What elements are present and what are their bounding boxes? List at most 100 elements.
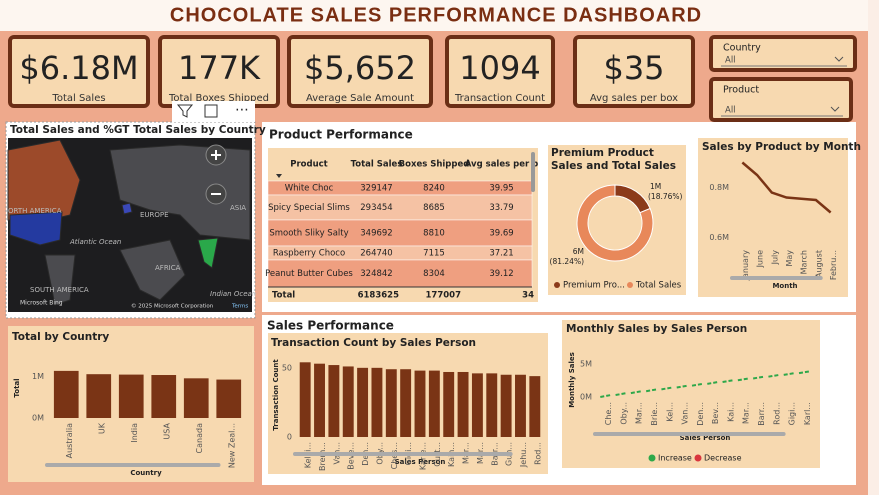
bar (529, 376, 541, 437)
x-axis-label: Sales Person (680, 434, 731, 442)
table-cell: Smooth Sliky Salty (269, 229, 348, 239)
bar (385, 369, 397, 437)
donut-percent: (18.76%) (648, 192, 683, 201)
bar (299, 362, 311, 437)
bar (414, 370, 426, 437)
map-label: SOUTH AMERICA (30, 286, 89, 294)
kpi-value: 177K (178, 49, 261, 87)
x-axis-label: Month (772, 282, 797, 290)
y-tick-label: 0M (580, 393, 592, 402)
map-label: Atlantic Ocean (69, 238, 121, 246)
x-tick-label: Rod... (533, 442, 542, 465)
column-header: Boxes Shipped (399, 160, 470, 170)
bar (342, 366, 354, 437)
scrollbar (593, 432, 786, 436)
table-cell: White Choc (285, 184, 334, 194)
x-tick-label: June (756, 250, 765, 269)
waterfall-step (737, 377, 749, 382)
x-tick-label: Jehu... (519, 442, 528, 468)
x-tick-label: Kai... (726, 402, 735, 422)
x-tick-label: Australia (65, 423, 74, 458)
map-region (44, 254, 76, 306)
table-cell: 39.69 (489, 229, 513, 239)
slicer (709, 77, 853, 122)
table-total: 34 (522, 291, 534, 301)
x-tick-label: New Zeal... (227, 423, 236, 468)
table-cell: Spicy Special Slims (268, 203, 350, 213)
kpi-value: $6.18M (19, 49, 138, 87)
table-cell: 33.79 (489, 203, 513, 213)
waterfall-step (707, 381, 719, 385)
column-header: Total Sales (351, 160, 403, 170)
y-tick-label: 0 (287, 433, 292, 442)
table-cell: 264740 (360, 249, 392, 259)
x-axis-label: Country (130, 469, 162, 477)
table-row (267, 259, 533, 288)
y-tick-label: 1M (32, 372, 44, 381)
legend-swatch (694, 454, 702, 462)
bar (371, 367, 383, 437)
column-header: Product (290, 160, 328, 170)
scrollbar (531, 152, 535, 192)
kpi-value: $35 (603, 49, 664, 87)
waterfall-step (645, 388, 658, 393)
slicer (709, 35, 857, 72)
x-tick-label: Gigi... (788, 402, 797, 425)
donut-title: Premium Product Sales and Total Sales (551, 147, 676, 172)
bar (328, 365, 340, 437)
x-tick-label: Karl... (803, 402, 812, 425)
map-label: AFRICA (155, 264, 181, 272)
table-total: 6183625 (358, 291, 399, 301)
scrollbar (730, 276, 823, 280)
x-tick-label: January (741, 250, 750, 282)
kpi-card (8, 35, 150, 108)
kpi-card (573, 35, 695, 108)
waterfall-step (768, 373, 780, 378)
table-cell: 39.95 (489, 184, 513, 194)
map-credit: © 2025 Microsoft Corporation (131, 303, 214, 310)
x-tick-label: India (130, 423, 139, 443)
x-tick-label: Oby... (619, 402, 628, 425)
dashboard-title: CHOCOLATE SALES PERFORMANCE DASHBOARD (170, 4, 702, 26)
x-tick-label: Brie... (650, 402, 659, 426)
x-tick-label: Canada (195, 423, 204, 454)
y-tick-label: 0.8M (709, 183, 729, 192)
visual-header (172, 101, 255, 122)
table-cell: 8240 (423, 184, 445, 194)
bar (486, 373, 498, 437)
waterfall-step (783, 372, 795, 376)
table-total: Total (272, 291, 295, 301)
map-region (119, 239, 186, 301)
filter-icon[interactable] (176, 104, 194, 118)
x-tick-label: UK (97, 422, 106, 434)
scrollbar (45, 463, 221, 467)
legend-label: Total Sales (635, 281, 682, 291)
x-tick-label: Den... (696, 402, 705, 426)
slicer-label: Country (723, 43, 761, 54)
x-tick-label: Barr... (757, 402, 766, 426)
chart-title: Total by Country (12, 331, 109, 343)
legend-swatch (627, 282, 633, 288)
map-credit: Terms (231, 304, 248, 310)
waterfall-step (661, 386, 673, 391)
bar (357, 367, 369, 437)
x-tick-label: Mar... (635, 402, 644, 424)
kpi-card (445, 35, 555, 108)
legend-label: Premium Pro... (563, 281, 625, 291)
waterfall-step (722, 379, 734, 384)
x-tick-label: March (800, 250, 809, 274)
focus-icon[interactable] (204, 104, 218, 118)
table-cell: 293454 (360, 203, 392, 213)
bar (400, 369, 412, 437)
table-cell: 324842 (360, 269, 392, 279)
kpi-value: $5,652 (304, 49, 416, 87)
table-cell: Raspberry Choco (273, 249, 345, 259)
bar (428, 370, 440, 437)
bar (53, 370, 79, 418)
legend-label: Decrease (704, 454, 742, 463)
legend-swatch (554, 282, 560, 288)
more-icon[interactable]: ⋯ (235, 102, 249, 118)
donut-panel (548, 145, 686, 295)
x-tick-label: Kel... (665, 402, 674, 422)
